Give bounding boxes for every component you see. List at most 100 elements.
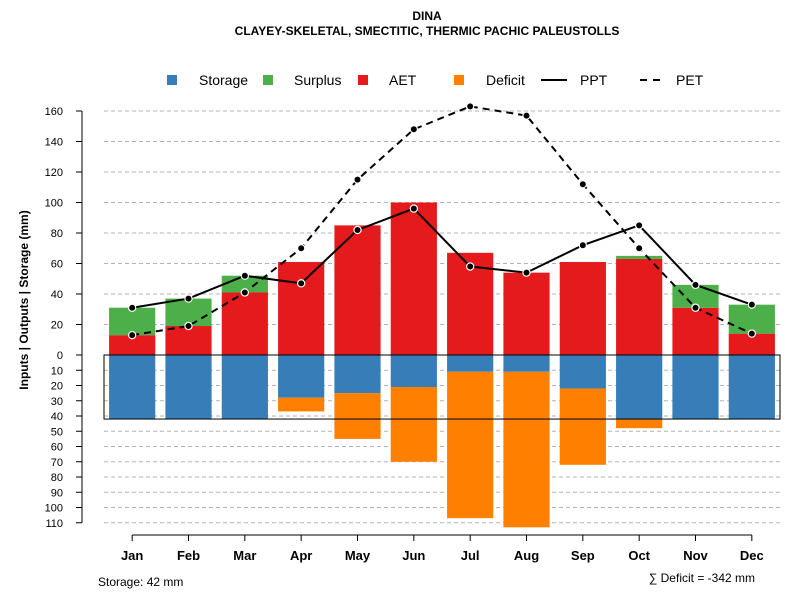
bar-surplus-feb bbox=[165, 298, 212, 327]
bar-aet-apr bbox=[278, 261, 325, 355]
bar-deficit-may bbox=[334, 393, 381, 439]
legend-label-deficit: Deficit bbox=[486, 72, 525, 88]
pet-point-aug bbox=[522, 111, 531, 120]
bar-deficit-oct bbox=[616, 419, 663, 429]
legend-swatch-deficit bbox=[454, 75, 464, 85]
pet-point-apr bbox=[296, 244, 306, 253]
bar-surplus-nov bbox=[672, 284, 719, 308]
x-tick-label-dec: Dec bbox=[740, 548, 764, 563]
pet-point-jul bbox=[465, 102, 475, 111]
bar-storage-feb bbox=[165, 355, 212, 420]
bar-aet-may bbox=[334, 225, 381, 355]
bar-storage-nov bbox=[672, 355, 719, 420]
y-tick-label-upper-20: 20 bbox=[51, 320, 63, 332]
chart-title: DINA bbox=[412, 9, 442, 23]
y-tick-label-upper-0: 0 bbox=[57, 350, 63, 362]
legend: Storage Surplus AET Deficit PPT PET bbox=[167, 72, 704, 88]
ppt-point-jan bbox=[127, 303, 137, 312]
bar-surplus-jan bbox=[109, 307, 156, 336]
bar-storage-mar bbox=[221, 355, 268, 420]
bar-aet-jun bbox=[390, 202, 437, 355]
pet-point-may bbox=[353, 175, 362, 184]
bar-storage-dec bbox=[728, 355, 775, 420]
bar-deficit-aug bbox=[503, 371, 550, 528]
bar-aet-mar bbox=[221, 292, 268, 355]
bar-aet-aug bbox=[503, 272, 550, 355]
bar-deficit-jul bbox=[447, 371, 494, 519]
y-tick-label-lower-20: 20 bbox=[51, 381, 63, 393]
ppt-point-dec bbox=[747, 300, 757, 309]
y-tick-label-lower-100: 100 bbox=[45, 503, 63, 515]
ppt-line bbox=[132, 207, 753, 309]
pet-point-oct bbox=[634, 244, 644, 253]
ppt-point-jul bbox=[465, 262, 475, 271]
legend-label-pet: PET bbox=[676, 72, 704, 88]
pet-point-nov bbox=[691, 303, 700, 312]
x-tick-label-apr: Apr bbox=[290, 548, 312, 563]
bar-aet-sep bbox=[559, 261, 606, 355]
bar-storage-may bbox=[334, 355, 381, 394]
x-tick-label-mar: Mar bbox=[233, 548, 256, 563]
y-tick-label-lower-110: 110 bbox=[45, 518, 63, 530]
x-tick-label-jul: Jul bbox=[461, 548, 480, 563]
bar-storage-jun bbox=[390, 355, 437, 388]
y-tick-label-lower-10: 10 bbox=[51, 365, 63, 377]
pet-point-mar bbox=[240, 288, 250, 297]
ppt-point-nov bbox=[691, 280, 700, 290]
x-tick-label-feb: Feb bbox=[177, 548, 200, 563]
y-tick-label-upper-80: 80 bbox=[51, 228, 63, 240]
grid-lines bbox=[104, 110, 780, 524]
x-tick-label-sep: Sep bbox=[571, 548, 595, 563]
bars bbox=[103, 202, 781, 528]
legend-label-storage: Storage bbox=[199, 72, 248, 88]
y-tick-label-lower-30: 30 bbox=[51, 396, 63, 408]
ppt-point-oct bbox=[634, 221, 644, 230]
bar-deficit-apr bbox=[278, 397, 325, 412]
y-tick-label-lower-40: 40 bbox=[51, 411, 63, 423]
x-tick-label-nov: Nov bbox=[683, 548, 708, 563]
ppt-point-aug bbox=[522, 268, 531, 277]
ppt-point-feb bbox=[184, 294, 193, 303]
bar-storage-oct bbox=[616, 355, 663, 420]
bar-aet-feb bbox=[165, 326, 212, 355]
y-tick-label-upper-160: 160 bbox=[45, 106, 63, 118]
y-tick-label-lower-60: 60 bbox=[51, 442, 63, 454]
bar-deficit-jun bbox=[390, 387, 437, 462]
legend-swatch-storage bbox=[167, 75, 177, 85]
bar-storage-sep bbox=[559, 355, 606, 389]
y-tick-label-upper-140: 140 bbox=[45, 137, 63, 149]
bar-storage-aug bbox=[503, 355, 550, 372]
bar-surplus-oct bbox=[616, 255, 663, 259]
y-tick-label-upper-60: 60 bbox=[51, 259, 63, 271]
series-lines bbox=[127, 102, 757, 340]
bar-storage-jul bbox=[447, 355, 494, 372]
y-tick-label-upper-100: 100 bbox=[45, 198, 63, 210]
pet-point-feb bbox=[184, 321, 193, 331]
ppt-point-may bbox=[353, 225, 362, 235]
bar-aet-jan bbox=[109, 335, 156, 355]
x-tick-label-oct: Oct bbox=[628, 548, 650, 563]
storage-capacity-box bbox=[103, 354, 781, 420]
ppt-point-mar bbox=[240, 271, 250, 280]
y-tick-label-lower-90: 90 bbox=[51, 487, 63, 499]
ppt-point-apr bbox=[296, 279, 306, 288]
pet-point-jan bbox=[127, 330, 137, 340]
x-tick-label-aug: Aug bbox=[514, 548, 539, 563]
x-tick-label-may: May bbox=[345, 548, 371, 563]
bar-aet-dec bbox=[728, 333, 775, 355]
x-tick-label-jun: Jun bbox=[402, 548, 425, 563]
deficit-note: ∑ Deficit = -342 mm bbox=[649, 571, 755, 585]
bar-surplus-dec bbox=[728, 304, 775, 334]
bar-storage-apr bbox=[278, 355, 325, 398]
legend-label-ppt: PPT bbox=[580, 72, 608, 88]
legend-swatch-surplus bbox=[263, 75, 273, 85]
ppt-point-jun bbox=[409, 204, 419, 213]
bar-storage-jan bbox=[109, 355, 156, 420]
bar-deficit-sep bbox=[559, 388, 606, 465]
y-tick-label-upper-40: 40 bbox=[51, 289, 63, 301]
legend-label-aet: AET bbox=[389, 72, 417, 88]
pet-line bbox=[132, 105, 753, 337]
chart-subtitle: CLAYEY-SKELETAL, SMECTITIC, THERMIC PACH… bbox=[235, 24, 620, 38]
y-tick-label-lower-70: 70 bbox=[51, 457, 63, 469]
